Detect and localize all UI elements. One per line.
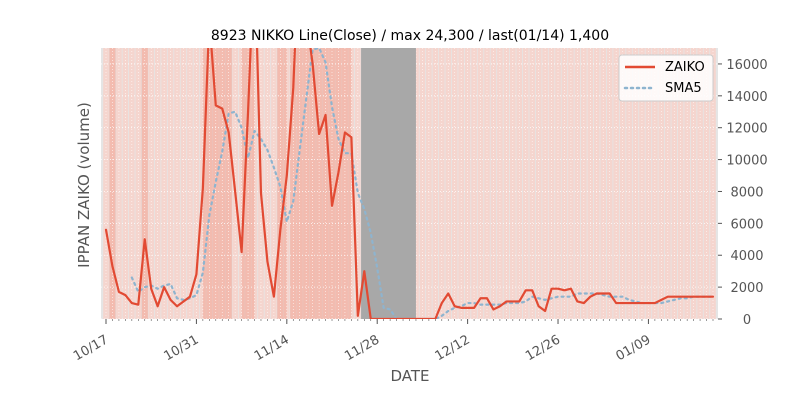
x-axis-label: DATE bbox=[390, 367, 429, 385]
legend-zaiko-label: ZAIKO bbox=[665, 60, 705, 75]
highlight-band bbox=[290, 48, 333, 319]
x-tick-label: 11/28 bbox=[342, 332, 382, 364]
x-axis-ticks: 10/17 10/31 11/14 11/28 12/12 12/26 01/09 bbox=[71, 319, 714, 364]
y-tick-label: 14000 bbox=[726, 90, 767, 105]
x-tick-label: 12/12 bbox=[433, 332, 473, 364]
x-tick-label: 10/31 bbox=[161, 332, 201, 364]
x-tick-label: 11/14 bbox=[252, 332, 292, 364]
sma5-line bbox=[130, 48, 715, 319]
plot-area bbox=[101, 48, 718, 320]
x-tick-label: 10/17 bbox=[71, 332, 111, 364]
y-tick-label: 4000 bbox=[730, 249, 763, 264]
gray-band-rect bbox=[361, 48, 416, 319]
y-tick-label: 10000 bbox=[726, 154, 767, 169]
series-lines bbox=[104, 48, 715, 319]
vertical-gridlines bbox=[105, 48, 714, 319]
gray-band bbox=[361, 48, 416, 319]
y-tick-label: 12000 bbox=[726, 122, 767, 137]
highlight-band bbox=[332, 48, 352, 319]
highlight-band bbox=[277, 48, 287, 319]
y-tick-label: 8000 bbox=[730, 185, 763, 200]
y-tick-label: 16000 bbox=[726, 58, 767, 73]
y-axis-label: IPPAN ZAIKO (volume) bbox=[75, 102, 93, 268]
y-tick-label: 0 bbox=[743, 313, 751, 328]
x-tick-label: 01/09 bbox=[613, 332, 653, 364]
x-tick-label: 12/26 bbox=[523, 332, 563, 364]
highlight-band bbox=[202, 48, 232, 319]
y-axis-ticks: 0 2000 4000 6000 8000 10000 12000 14000 16000 bbox=[718, 58, 768, 328]
chart-title: 8923 NIKKO Line(Close) / max 24,300 / la… bbox=[211, 28, 609, 44]
legend-sma5-label: SMA5 bbox=[665, 81, 702, 96]
zaiko-line bbox=[104, 48, 715, 319]
y-tick-label: 2000 bbox=[730, 281, 763, 296]
legend: ZAIKO SMA5 bbox=[618, 54, 714, 102]
y-tick-label: 6000 bbox=[730, 217, 763, 232]
